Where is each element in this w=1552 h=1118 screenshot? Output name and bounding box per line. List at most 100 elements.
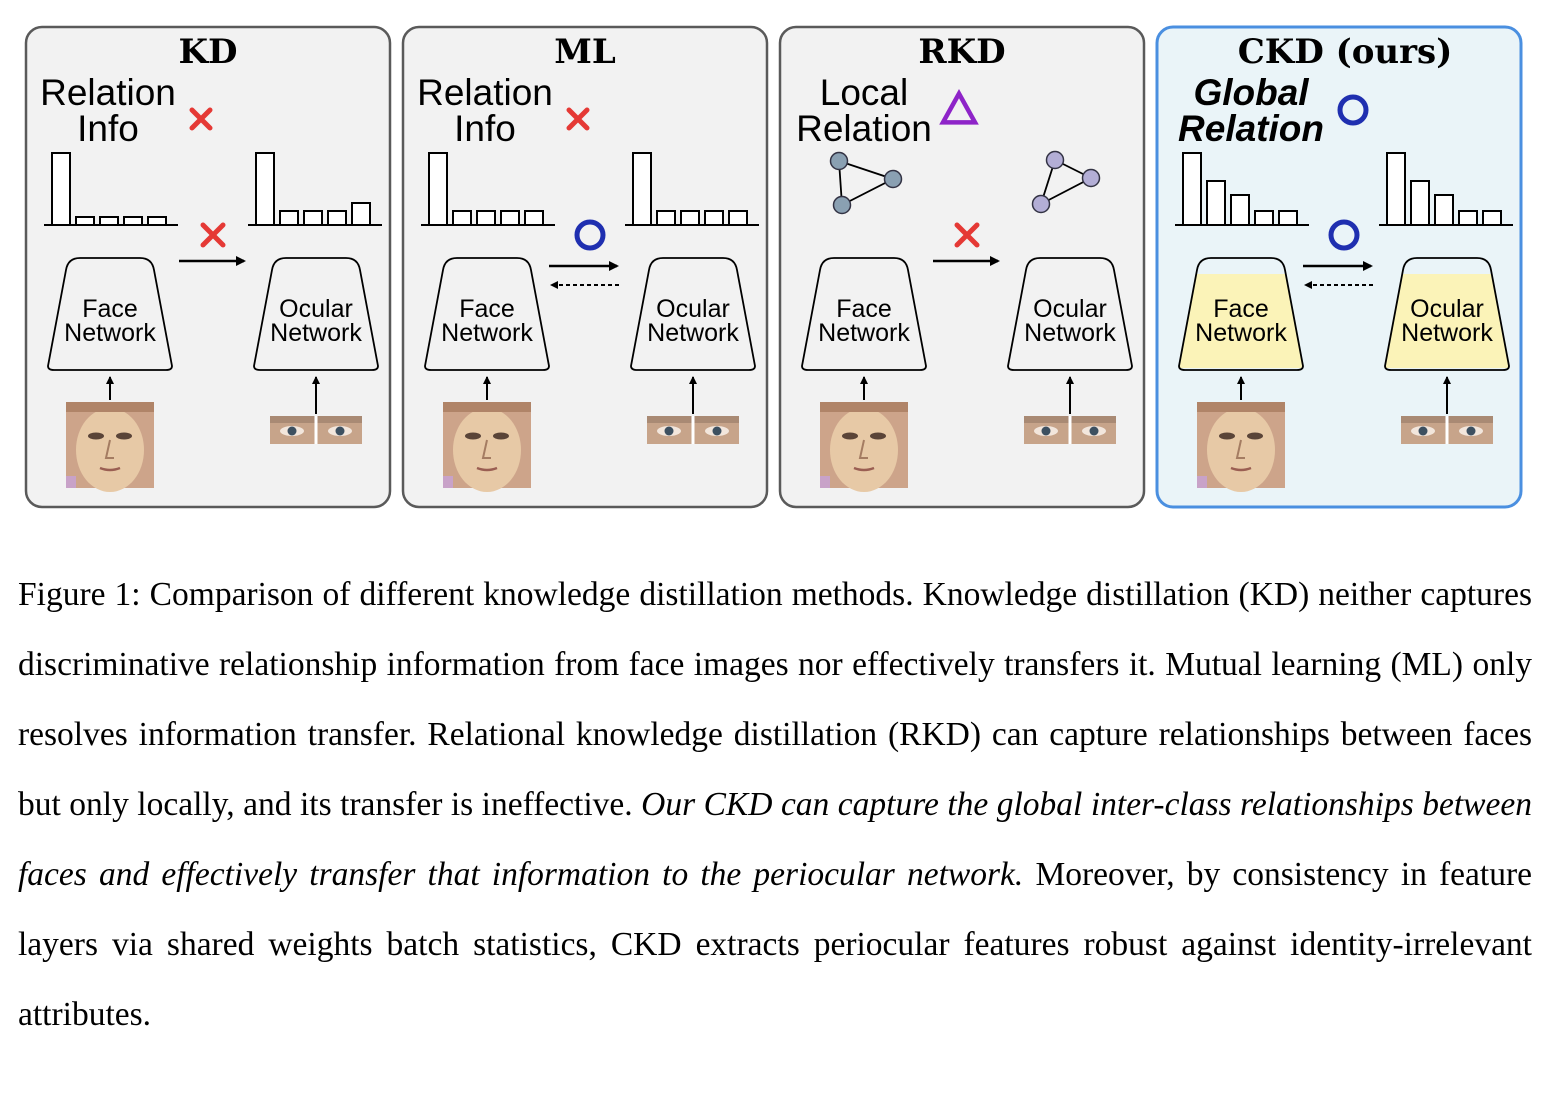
network-label: Network: [818, 319, 910, 347]
network-outline: [1178, 257, 1304, 371]
face-image: [1197, 402, 1285, 492]
circle-icon: [1337, 94, 1369, 126]
face-nose: [858, 439, 868, 459]
cross-icon: [566, 107, 590, 131]
ocular-iris: [664, 426, 674, 436]
network-outline: [424, 257, 550, 371]
ocular-image: [1024, 416, 1116, 444]
ocular-iris: [335, 426, 345, 436]
method-comparison-figure: KDRelationInfoFaceNetworkOcularNetworkML…: [24, 25, 1523, 509]
relation-label: Relation: [796, 108, 932, 149]
relation-label: Info: [454, 108, 516, 149]
graph-edges: [838, 159, 896, 207]
histogram-bar: [351, 202, 371, 226]
relation-label: Info: [77, 108, 139, 149]
triangle-icon: [939, 88, 979, 125]
histogram-bar: [147, 216, 167, 226]
network-outline: [47, 257, 173, 371]
graph-node: [1031, 194, 1051, 214]
cross-icon: [189, 107, 213, 131]
network-label: Network: [1401, 319, 1493, 347]
ocular-iris: [1466, 426, 1476, 436]
histogram-bar: [75, 216, 95, 226]
face-image: [443, 402, 531, 492]
face-nose: [1235, 439, 1245, 459]
histogram-bar: [1230, 194, 1250, 226]
face-skin: [1207, 408, 1275, 492]
histogram-bar: [524, 210, 544, 226]
face-hair: [820, 402, 908, 412]
histogram-bar: [1182, 152, 1202, 226]
caption-label: Figure 1:: [18, 576, 141, 613]
network-label: Face: [82, 295, 138, 323]
histogram-bar: [1482, 210, 1502, 226]
network-label: Ocular: [1410, 295, 1484, 323]
graph-edges: [1039, 158, 1093, 206]
histogram-bar: [680, 210, 700, 226]
panel-title: CKD (ours): [1238, 32, 1453, 72]
ocular-iris: [1089, 426, 1099, 436]
cross-icon: [954, 222, 980, 248]
network-label: Network: [1024, 319, 1116, 347]
network-label: Network: [1195, 319, 1287, 347]
histogram-bar: [704, 210, 724, 226]
graph-node: [832, 195, 852, 215]
graph-node: [829, 151, 849, 171]
face-eye: [465, 432, 481, 440]
network-label: Ocular: [279, 295, 353, 323]
face-nose: [481, 439, 491, 459]
histogram-bar: [500, 210, 520, 226]
network-label: Face: [459, 295, 515, 323]
graph-node: [1081, 168, 1101, 188]
network-fill: [1385, 274, 1509, 368]
panel-ckd: CKD (ours)GlobalRelationFaceNetworkOcula…: [1155, 25, 1523, 509]
face-skin: [76, 408, 144, 492]
face-eye: [842, 432, 858, 440]
relation-label: Relation: [40, 72, 176, 113]
ocular-image: [647, 416, 739, 444]
histogram-bar: [303, 210, 323, 226]
student-output-histogram: [625, 152, 759, 226]
teacher-output-histogram: [1175, 152, 1309, 226]
caption-text: Comparison of different knowledge distil…: [18, 576, 1532, 823]
circle-icon: [1328, 219, 1360, 251]
relation-label: Relation: [1178, 108, 1324, 149]
caption-italic-text: Our CKD can capture the global inter-cla…: [18, 786, 1532, 893]
network-label: Network: [441, 319, 533, 347]
panel-title: ML: [554, 32, 616, 72]
face-mouth: [99, 466, 121, 472]
network-outline: [1384, 257, 1510, 371]
network-outline: [253, 257, 379, 371]
histogram-bar: [51, 152, 71, 226]
network-outline: [630, 257, 756, 371]
relation-graph-icon: [1031, 150, 1101, 214]
ocular-iris: [712, 426, 722, 436]
histogram-bar: [1458, 210, 1478, 226]
ocular-image: [1401, 416, 1493, 444]
ocular-iris: [287, 426, 297, 436]
face-image: [66, 402, 154, 492]
network-label: Ocular: [656, 295, 730, 323]
network-label: Network: [64, 319, 156, 347]
circle-icon: [574, 219, 606, 251]
teacher-output-histogram: [44, 152, 178, 226]
ocular-iris: [1418, 426, 1428, 436]
face-skin: [453, 408, 521, 492]
student-output-histogram: [1379, 152, 1513, 226]
face-image: [820, 402, 908, 492]
network-label: Face: [1213, 295, 1269, 323]
ocular-image: [270, 416, 362, 444]
histogram-bar: [656, 210, 676, 226]
network-label: Network: [270, 319, 362, 347]
relation-label: Global: [1193, 72, 1309, 113]
histogram-bar: [1254, 210, 1274, 226]
face-hair: [1197, 402, 1285, 412]
histogram-bar: [428, 152, 448, 226]
